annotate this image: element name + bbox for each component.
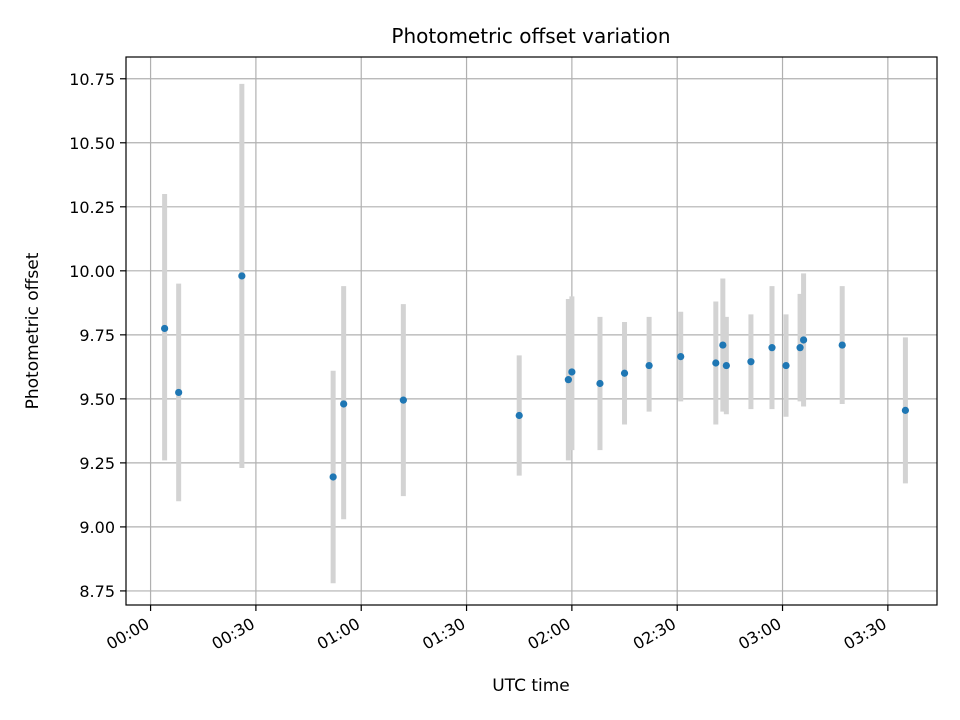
x-axis-title: UTC time: [492, 676, 570, 696]
data-point: [620, 369, 629, 377]
data-point: [747, 358, 755, 366]
data-point: [838, 341, 846, 349]
y-tick-label: 9.75: [79, 326, 115, 345]
data-point: [901, 406, 910, 414]
y-axis-title: Photometric offset: [23, 252, 43, 409]
y-tick-label: 8.75: [79, 582, 115, 601]
y-tick-label: 10.50: [69, 134, 115, 153]
y-axis-ticks: 8.75 9.00 9.25 9.50 9.75 10.00 10.25 10.50 10.75: [69, 70, 126, 601]
data-points: [161, 272, 910, 481]
y-tick-label: 9.00: [79, 518, 115, 537]
data-point: [340, 400, 348, 408]
y-tick-label: 10.25: [69, 198, 115, 217]
data-point: [712, 359, 720, 367]
data-point: [796, 344, 804, 352]
y-tick-label: 9.25: [79, 454, 115, 473]
data-point: [677, 353, 685, 361]
chart-title: Photometric offset variation: [391, 24, 670, 48]
data-point: [645, 361, 653, 370]
data-point: [722, 361, 730, 370]
data-point: [564, 376, 572, 384]
data-point: [238, 272, 246, 280]
data-point: [768, 344, 776, 352]
y-tick-label: 10.00: [69, 262, 115, 281]
data-point: [175, 388, 183, 397]
y-tick-label: 10.75: [69, 70, 115, 89]
data-point: [399, 396, 407, 404]
data-point: [161, 324, 169, 333]
y-tick-label: 9.50: [79, 390, 115, 409]
data-point: [782, 361, 790, 370]
data-point: [329, 473, 337, 481]
data-point: [568, 368, 576, 376]
plot-frame: [125, 56, 938, 606]
data-point: [515, 411, 523, 420]
data-point: [799, 336, 808, 344]
data-point: [596, 379, 604, 388]
data-point: [719, 341, 727, 349]
